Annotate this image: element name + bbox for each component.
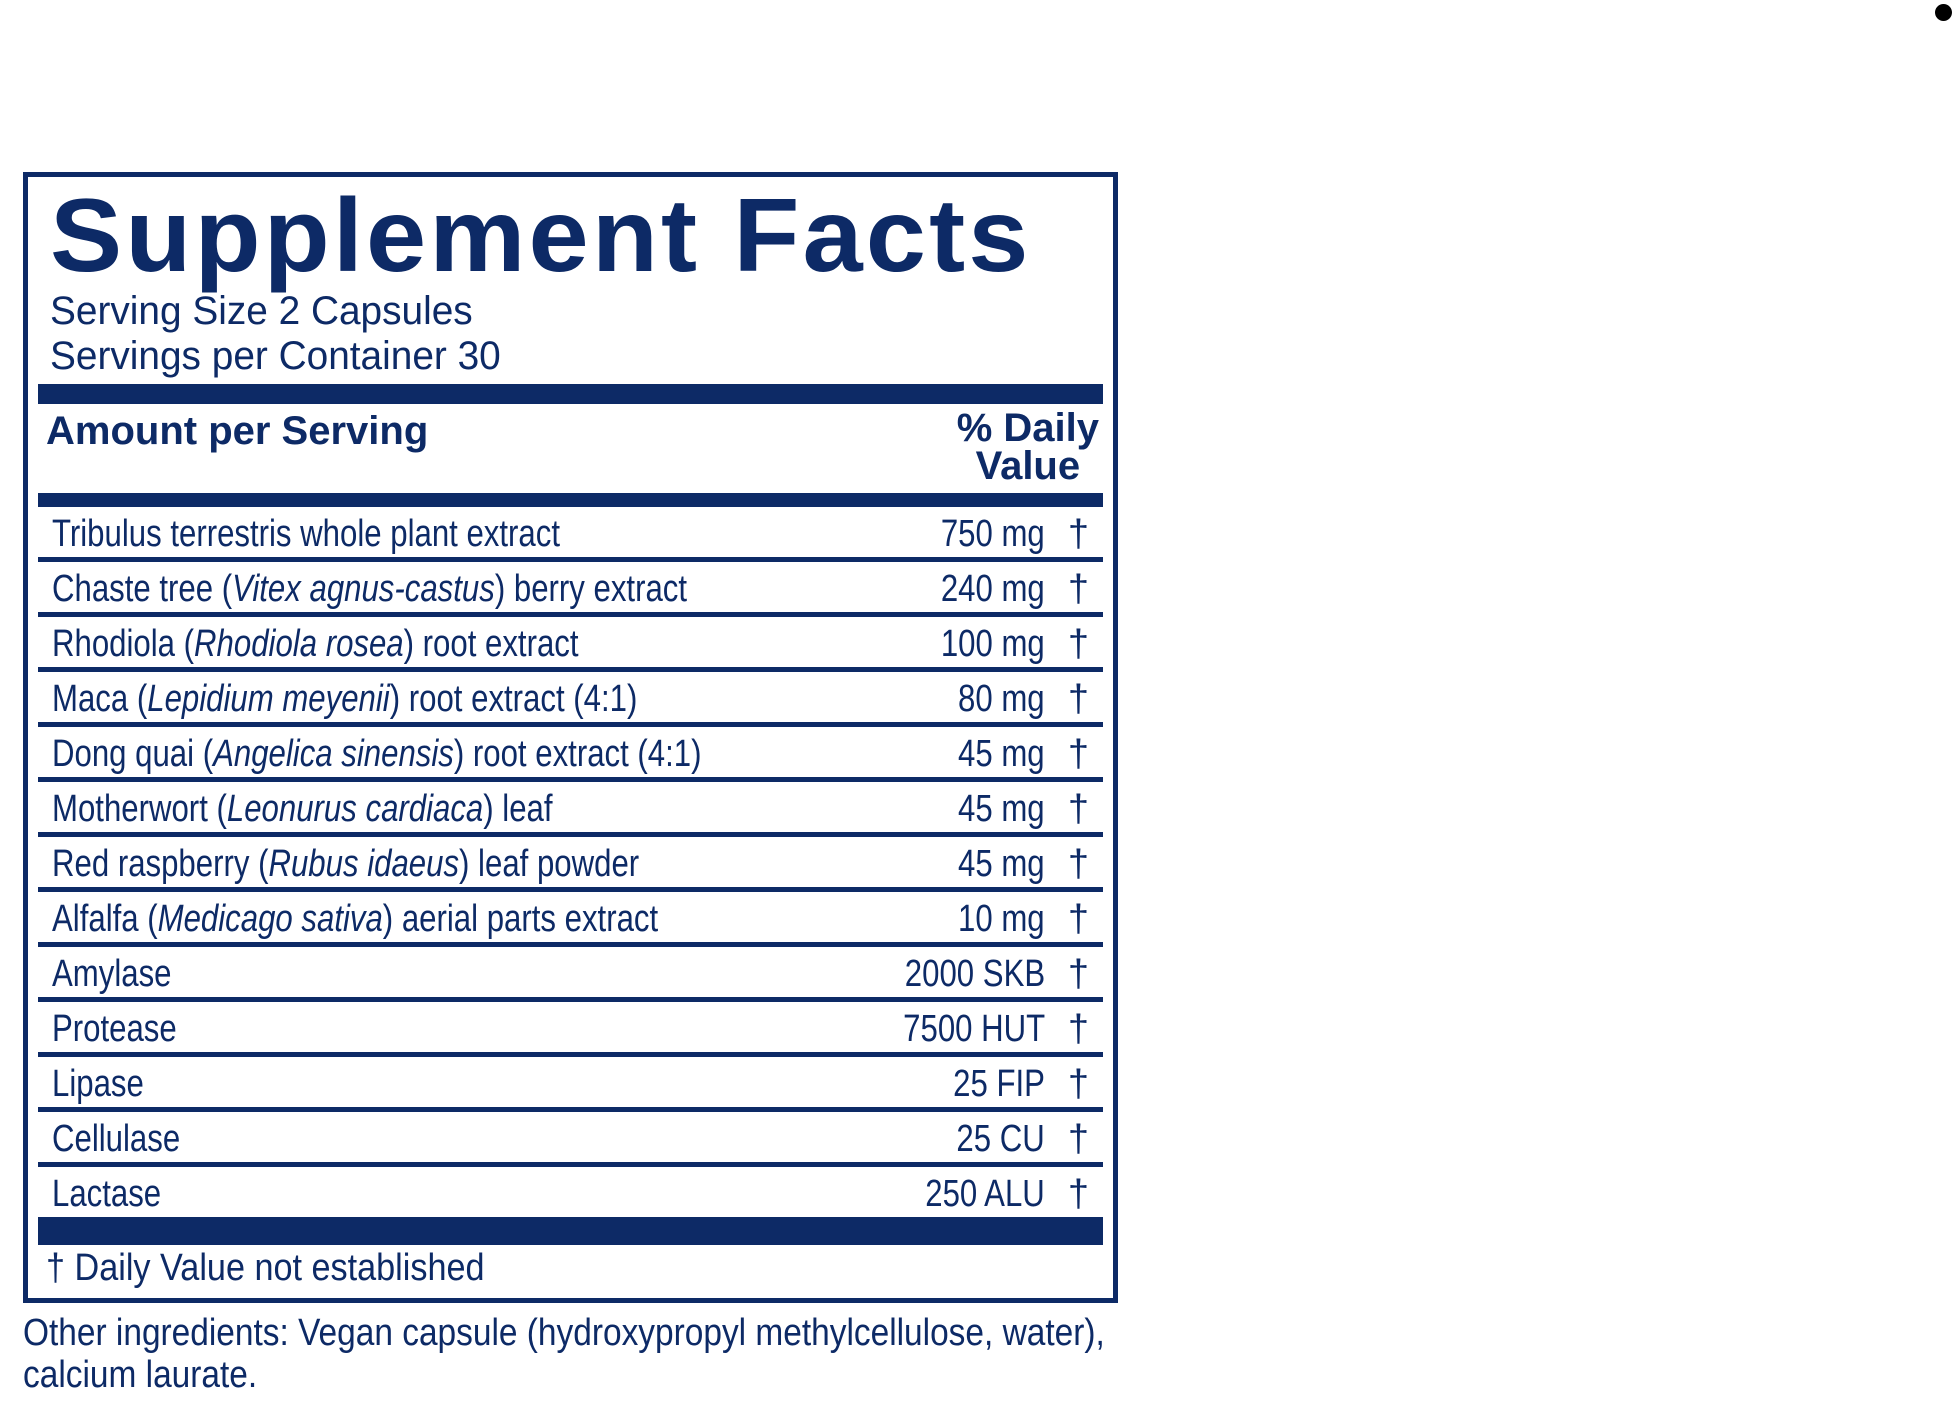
ingredient-amount: 250 ALU: [925, 1173, 1045, 1215]
ingredient-name-common: Chaste tree (: [52, 568, 233, 610]
ingredient-amount: 80 mg: [958, 678, 1045, 720]
ingredient-name-part: ) root extract: [403, 623, 579, 665]
table-row: Lactase 250 ALU †: [38, 1167, 1103, 1222]
ingredient-amount: 45 mg: [958, 788, 1045, 830]
ingredient-name-common: Lactase: [52, 1173, 162, 1215]
panel-title: Supplement Facts: [50, 178, 1032, 294]
ingredient-name-latin: Vitex agnus-castus: [232, 568, 495, 610]
ingredient-name-common: Tribulus terrestris whole plant extract: [52, 513, 560, 555]
dagger-icon: †: [1067, 1118, 1089, 1160]
dagger-icon: †: [1067, 678, 1089, 720]
ingredient-name: Maca (Lepidium meyenii) root extract (4:…: [52, 678, 637, 721]
ingredient-name: Protease: [52, 1008, 177, 1051]
footnote: † Daily Value not established: [46, 1247, 485, 1289]
corner-dot: [1935, 4, 1952, 21]
table-row: Dong quai (Angelica sinensis) root extra…: [38, 727, 1103, 782]
ingredient-name: Lactase: [52, 1173, 161, 1216]
table-row: Chaste tree (Vitex agnus-castus) berry e…: [38, 562, 1103, 617]
header-daily-value-line1: % Daily: [956, 406, 1099, 450]
ingredient-name: Alfalfa (Medicago sativa) aerial parts e…: [52, 898, 658, 941]
ingredient-name-latin: Rubus idaeus: [268, 843, 460, 885]
dagger-icon: †: [1067, 623, 1089, 665]
ingredient-name-common: Rhodiola (: [52, 623, 195, 665]
ingredient-name-common: Dong quai (: [52, 733, 214, 775]
dagger-icon: †: [1067, 898, 1089, 940]
dagger-icon: †: [1067, 953, 1089, 995]
ingredient-name-latin: Medicago sativa: [157, 898, 383, 940]
ingredient-amount: 2000 SKB: [904, 953, 1045, 995]
dagger-icon: †: [1067, 513, 1089, 555]
servings-per-container: Servings per Container 30: [50, 334, 501, 378]
ingredient-name: Motherwort (Leonurus cardiaca) leaf: [52, 788, 553, 831]
dagger-icon: †: [1067, 1008, 1089, 1050]
dagger-icon: †: [1067, 568, 1089, 610]
ingredient-amount: 25 FIP: [953, 1063, 1045, 1105]
ingredient-name-latin: Lepidium meyenii: [147, 678, 390, 720]
ingredient-amount: 45 mg: [958, 843, 1045, 885]
ingredient-name: Lipase: [52, 1063, 144, 1106]
ingredient-name-part: ) root extract (4:1): [453, 733, 702, 775]
table-row: Red raspberry (Rubus idaeus) leaf powder…: [38, 837, 1103, 892]
ingredient-name-part: ) leaf: [483, 788, 553, 830]
ingredient-amount: 7500 HUT: [902, 1008, 1045, 1050]
ingredient-name-common: Lipase: [52, 1063, 144, 1105]
thick-divider-bottom: [38, 1217, 1103, 1245]
dagger-icon: †: [1067, 843, 1089, 885]
ingredient-name-part: ) root extract (4:1): [389, 678, 638, 720]
ingredient-name: Chaste tree (Vitex agnus-castus) berry e…: [52, 568, 687, 611]
table-row: Amylase 2000 SKB †: [38, 947, 1103, 1002]
ingredient-name: Dong quai (Angelica sinensis) root extra…: [52, 733, 701, 776]
dagger-icon: †: [1067, 733, 1089, 775]
header-amount-per-serving: Amount per Serving: [46, 409, 429, 453]
ingredient-name: Red raspberry (Rubus idaeus) leaf powder: [52, 843, 639, 886]
table-row: Alfalfa (Medicago sativa) aerial parts e…: [38, 892, 1103, 947]
ingredient-name-common: Red raspberry (: [52, 843, 269, 885]
table-row: Maca (Lepidium meyenii) root extract (4:…: [38, 672, 1103, 727]
ingredient-name-common: Alfalfa (: [52, 898, 158, 940]
thick-divider-header: [38, 493, 1103, 507]
ingredient-name: Amylase: [52, 953, 171, 996]
other-ingredients: Other ingredients: Vegan capsule (hydrox…: [23, 1312, 1105, 1396]
serving-size: Serving Size 2 Capsules: [50, 289, 473, 333]
ingredient-name: Rhodiola (Rhodiola rosea) root extract: [52, 623, 579, 666]
ingredient-amount: 240 mg: [941, 568, 1045, 610]
ingredient-name: Cellulase: [52, 1118, 180, 1161]
header-daily-value: % Daily Value: [956, 406, 1099, 488]
ingredient-name-common: Cellulase: [52, 1118, 181, 1160]
ingredient-name-latin: Leonurus cardiaca: [226, 788, 484, 830]
supplement-facts-panel: Supplement Facts Serving Size 2 Capsules…: [23, 172, 1118, 1303]
dagger-icon: †: [1067, 1173, 1089, 1215]
ingredient-name-part: ) berry extract: [494, 568, 688, 610]
table-row: Lipase 25 FIP †: [38, 1057, 1103, 1112]
table-row: Motherwort (Leonurus cardiaca) leaf 45 mg…: [38, 782, 1103, 837]
ingredient-name-common: Maca (: [52, 678, 148, 720]
ingredient-amount: 10 mg: [958, 898, 1045, 940]
ingredient-name: Tribulus terrestris whole plant extract: [52, 513, 560, 556]
thick-divider-top: [38, 384, 1103, 404]
ingredient-amount: 750 mg: [941, 513, 1045, 555]
ingredient-name-latin: Angelica sinensis: [213, 733, 454, 775]
ingredient-name-common: Protease: [52, 1008, 177, 1050]
dagger-icon: †: [1067, 1063, 1089, 1105]
header-daily-value-line2: Value: [975, 444, 1081, 488]
ingredient-amount: 100 mg: [941, 623, 1045, 665]
ingredient-name-common: Motherwort (: [52, 788, 227, 830]
ingredient-table: Tribulus terrestris whole plant extract 7…: [38, 507, 1103, 1222]
ingredient-name-latin: Rhodiola rosea: [194, 623, 404, 665]
ingredient-amount: 45 mg: [958, 733, 1045, 775]
table-row: Rhodiola (Rhodiola rosea) root extract 10…: [38, 617, 1103, 672]
ingredient-amount: 25 CU: [956, 1118, 1045, 1160]
table-row: Cellulase 25 CU †: [38, 1112, 1103, 1167]
table-row: Tribulus terrestris whole plant extract 7…: [38, 507, 1103, 562]
ingredient-name-part: ) leaf powder: [459, 843, 640, 885]
table-row: Protease 7500 HUT †: [38, 1002, 1103, 1057]
dagger-icon: †: [1067, 788, 1089, 830]
ingredient-name-common: Amylase: [52, 953, 172, 995]
ingredient-name-part: ) aerial parts extract: [382, 898, 659, 940]
